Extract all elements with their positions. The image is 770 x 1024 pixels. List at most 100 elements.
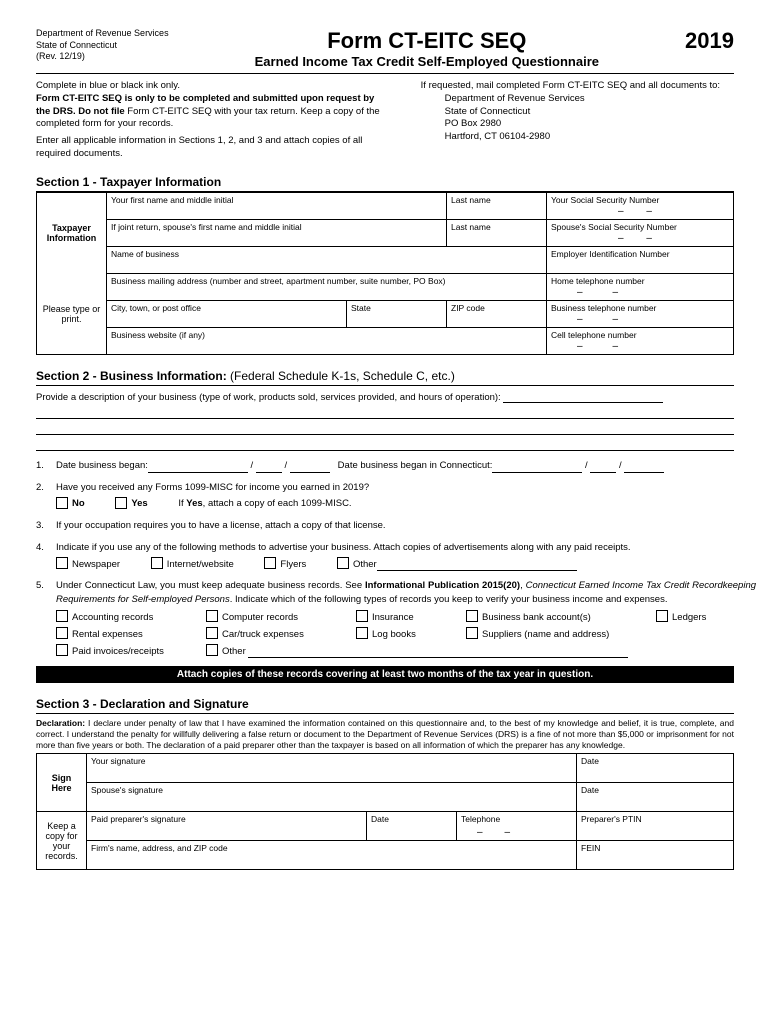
q5-accounting[interactable]: Accounting records bbox=[56, 611, 206, 625]
q2-no[interactable]: No bbox=[56, 497, 85, 511]
q1-date1-d[interactable] bbox=[256, 462, 282, 473]
q3: 3. If your occupation requires you to ha… bbox=[36, 519, 734, 533]
desc-line-3[interactable] bbox=[36, 437, 734, 451]
q5-car[interactable]: Car/truck expenses bbox=[206, 628, 356, 642]
field-spouse-sig-date[interactable]: Date bbox=[577, 783, 734, 812]
desc-line-1[interactable] bbox=[36, 405, 734, 419]
question-list: 1. Date business began: / / Date busines… bbox=[36, 459, 734, 658]
instructions-left: Complete in blue or black ink only. Form… bbox=[36, 80, 381, 161]
q5-invoices[interactable]: Paid invoices/receipts bbox=[56, 645, 206, 659]
section1-title: Section 1 - Taxpayer Information bbox=[36, 175, 734, 192]
phone-dashes: –– bbox=[577, 341, 648, 352]
form-title: Form CT-EITC SEQ bbox=[169, 28, 685, 54]
field-preparer-signature[interactable]: Paid preparer's signature bbox=[87, 812, 367, 841]
q4-internet[interactable]: Internet/website bbox=[151, 558, 234, 572]
inst-sections: Enter all applicable information in Sect… bbox=[36, 135, 381, 161]
q4-newspaper[interactable]: Newspaper bbox=[56, 558, 120, 572]
field-sig-date[interactable]: Date bbox=[577, 754, 734, 783]
q5-checkboxes: Accounting records Computer records Insu… bbox=[56, 611, 756, 658]
field-preparer-date[interactable]: Date bbox=[367, 812, 457, 841]
header-title-block: Form CT-EITC SEQ Earned Income Tax Credi… bbox=[169, 28, 685, 69]
q1-date1-m[interactable] bbox=[148, 462, 248, 473]
instructions-right: If requested, mail completed Form CT-EIT… bbox=[421, 80, 734, 161]
field-last-name[interactable]: Last name bbox=[447, 193, 547, 220]
field-first-name[interactable]: Your first name and middle initial bbox=[107, 193, 447, 220]
field-preparer-phone[interactable]: Telephone–– bbox=[457, 812, 577, 841]
phone-dashes: –– bbox=[577, 287, 648, 298]
form-header: Department of Revenue Services State of … bbox=[36, 28, 734, 69]
declaration-text: Declaration: I declare under penalty of … bbox=[36, 718, 734, 754]
q5: 5. Under Connecticut Law, you must keep … bbox=[36, 579, 734, 658]
q4: 4. Indicate if you use any of the follow… bbox=[36, 541, 734, 572]
mail-line4: Hartford, CT 06104-2980 bbox=[445, 131, 734, 144]
section3-title: Section 3 - Declaration and Signature bbox=[36, 697, 734, 714]
field-ssn[interactable]: Your Social Security Number– – bbox=[547, 193, 734, 220]
field-cell-phone[interactable]: Cell telephone number–– bbox=[547, 328, 734, 355]
field-preparer-ptin[interactable]: Preparer's PTIN bbox=[577, 812, 734, 841]
s1-sidebar-1: Taxpayer Information bbox=[37, 193, 107, 274]
ssn-dashes: – – bbox=[547, 233, 733, 244]
field-business-name[interactable]: Name of business bbox=[107, 247, 547, 274]
field-city[interactable]: City, town, or post office bbox=[107, 301, 347, 328]
q4-flyers[interactable]: Flyers bbox=[264, 558, 306, 572]
field-mailing-address[interactable]: Business mailing address (number and str… bbox=[107, 274, 547, 301]
q5-log[interactable]: Log books bbox=[356, 628, 466, 642]
sign-here-label: SignHere bbox=[37, 754, 87, 812]
q5-rental[interactable]: Rental expenses bbox=[56, 628, 206, 642]
q1-date2-y[interactable] bbox=[624, 462, 664, 473]
signature-grid: SignHere Your signature Date Spouse's si… bbox=[36, 754, 734, 870]
inst-ink: Complete in blue or black ink only. bbox=[36, 80, 381, 93]
q2-checkboxes: No Yes If Yes, If Yes, attach a copy of … bbox=[56, 497, 734, 511]
q5-bank[interactable]: Business bank account(s) bbox=[466, 611, 656, 625]
phone-dashes: –– bbox=[577, 314, 648, 325]
section1-grid: Taxpayer Information Your first name and… bbox=[36, 192, 734, 355]
field-zip[interactable]: ZIP code bbox=[447, 301, 547, 328]
header-rule bbox=[36, 73, 734, 74]
inst-request: Form CT-EITC SEQ is only to be completed… bbox=[36, 93, 381, 131]
field-business-phone[interactable]: Business telephone number–– bbox=[547, 301, 734, 328]
field-home-phone[interactable]: Home telephone number–– bbox=[547, 274, 734, 301]
q1-date2-d[interactable] bbox=[590, 462, 616, 473]
mail-line3: PO Box 2980 bbox=[445, 118, 734, 131]
field-fein[interactable]: FEIN bbox=[577, 841, 734, 870]
attach-banner: Attach copies of these records covering … bbox=[36, 666, 734, 683]
q5-other[interactable]: Other bbox=[206, 645, 756, 659]
field-state[interactable]: State bbox=[347, 301, 447, 328]
s2-intro: Provide a description of your business (… bbox=[36, 392, 734, 403]
header-agency: Department of Revenue Services State of … bbox=[36, 28, 169, 63]
q1-date1-y[interactable] bbox=[290, 462, 330, 473]
q5-ledgers[interactable]: Ledgers bbox=[656, 611, 756, 625]
s1-sidebar-2: Please type or print. bbox=[37, 274, 107, 355]
q4-checkboxes: Newspaper Internet/website Flyers Other bbox=[56, 558, 734, 572]
field-spouse-last[interactable]: Last name bbox=[447, 220, 547, 247]
dept-line: Department of Revenue Services bbox=[36, 28, 169, 40]
q5-insurance[interactable]: Insurance bbox=[356, 611, 466, 625]
field-ein[interactable]: Employer Identification Number bbox=[547, 247, 734, 274]
q5-text: Under Connecticut Law, you must keep ade… bbox=[56, 579, 756, 607]
section2-title: Section 2 - Business Information: (Feder… bbox=[36, 369, 734, 386]
field-your-signature[interactable]: Your signature bbox=[87, 754, 577, 783]
field-spouse-first[interactable]: If joint return, spouse's first name and… bbox=[107, 220, 447, 247]
field-spouse-signature[interactable]: Spouse's signature bbox=[87, 783, 577, 812]
q1: 1. Date business began: / / Date busines… bbox=[36, 459, 734, 473]
q2: 2. Have you received any Forms 1099-MISC… bbox=[36, 481, 734, 512]
field-spouse-ssn[interactable]: Spouse's Social Security Number– – bbox=[547, 220, 734, 247]
state-line: State of Connecticut bbox=[36, 40, 169, 52]
rev-line: (Rev. 12/19) bbox=[36, 51, 169, 63]
q5-suppliers[interactable]: Suppliers (name and address) bbox=[466, 628, 656, 642]
tax-year: 2019 bbox=[685, 28, 734, 54]
field-firm-info[interactable]: Firm's name, address, and ZIP code bbox=[87, 841, 577, 870]
q1-date2-m[interactable] bbox=[492, 462, 582, 473]
q2-yes[interactable]: Yes bbox=[115, 497, 147, 511]
desc-line-inline[interactable] bbox=[503, 392, 663, 403]
form-subtitle: Earned Income Tax Credit Self-Employed Q… bbox=[169, 54, 685, 69]
q5-computer[interactable]: Computer records bbox=[206, 611, 356, 625]
keep-copy-label: Keep a copy for your records. bbox=[37, 812, 87, 870]
desc-line-2[interactable] bbox=[36, 421, 734, 435]
ssn-dashes: – – bbox=[547, 206, 733, 217]
mail-intro: If requested, mail completed Form CT-EIT… bbox=[421, 80, 734, 93]
field-website[interactable]: Business website (if any) bbox=[107, 328, 547, 355]
mail-line1: Department of Revenue Services bbox=[445, 93, 734, 106]
mail-line2: State of Connecticut bbox=[445, 106, 734, 119]
q4-other[interactable]: Other bbox=[337, 558, 577, 572]
